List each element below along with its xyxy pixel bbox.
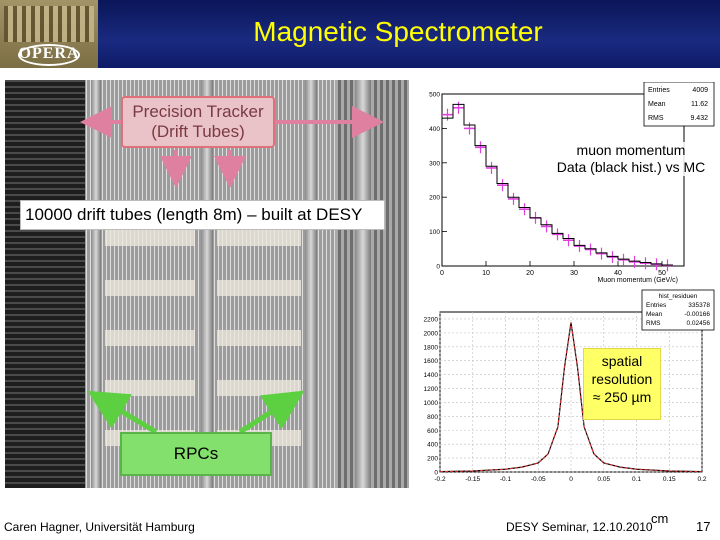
residual-xtick-label: 0.15	[663, 476, 676, 483]
momentum-rms-label: RMS	[648, 115, 664, 122]
residual-ytick-label: 1400	[424, 372, 439, 379]
residual-histogram-plot: 0 200 400 600 800 1000 1200 1400 1600 1800 2000 220…	[424, 289, 715, 483]
residual-entries-value: 335378	[688, 302, 710, 309]
residual-mean-value: -0.00166	[684, 311, 710, 318]
momentum-data-series	[441, 103, 673, 266]
residual-ytick-label: 1000	[424, 400, 439, 407]
residual-xtick-label: -0.15	[465, 476, 480, 483]
header-band: OPERA Magnetic Spectrometer	[0, 0, 720, 68]
momentum-histogram: 0 10 20 30 40 50 0 100 200 300 400 500 Entries 4009…	[420, 81, 716, 286]
residual-ytick-label: 200	[427, 456, 438, 463]
momentum-ytick-label: 0	[436, 264, 440, 271]
residual-fit-curve	[439, 322, 703, 473]
logo-ring	[18, 44, 80, 66]
residual-mean-label: Mean	[646, 311, 663, 318]
momentum-ytick-label: 200	[429, 195, 440, 202]
residual-entries-label: Entries	[646, 302, 667, 309]
footer-author: Caren Hagner, Universität Hamburg	[4, 520, 195, 534]
momentum-ytick-label: 400	[429, 126, 440, 133]
residual-xtick-label: 0.05	[597, 476, 610, 483]
tracker-label-line1: Precision Tracker	[132, 102, 264, 121]
residual-stats-box	[641, 289, 715, 331]
momentum-xtick-label: 20	[526, 270, 534, 277]
residual-ytick-label: 2000	[424, 330, 439, 337]
footer-event: DESY Seminar, 12.10.2010	[506, 520, 653, 534]
opera-logo: OPERA	[0, 0, 98, 68]
residual-xtick-label: 0.2	[697, 476, 706, 483]
momentum-xtick-label: 0	[440, 270, 444, 277]
tracker-label-line2: (Drift Tubes)	[151, 122, 245, 141]
slide-title: Magnetic Spectrometer	[253, 16, 543, 47]
momentum-entries-value: 4009	[692, 87, 708, 94]
momentum-entries-label: Entries	[648, 87, 670, 94]
residual-rms-value: 0.02456	[687, 320, 711, 327]
momentum-mean-value: 11.62	[691, 101, 708, 108]
footer-unit: cm	[651, 511, 669, 526]
momentum-xtick-label: 30	[570, 270, 578, 277]
residual-ytick-label: 1200	[424, 386, 439, 393]
residual-stats-title: hist_residuen	[659, 293, 698, 300]
residual-histogram: 0 200 400 600 800 1000 1200 1400 1600 1800 2000 220…	[418, 288, 716, 488]
drift-tubes-caption: 10000 drift tubes (length 8m) – built at…	[20, 200, 385, 230]
momentum-ytick-label: 500	[429, 92, 440, 99]
momentum-caption-line2: Data (black hist.) vs MC	[556, 159, 706, 175]
spatial-resolution-callout: spatial resolution ≈ 250 µm	[583, 348, 661, 420]
momentum-ytick-label: 100	[429, 229, 440, 236]
page-number: 17	[696, 519, 711, 534]
residual-ytick-label: 0	[434, 470, 438, 477]
residual-ytick-label: 2200	[424, 316, 439, 323]
logo-text: OPERA	[18, 45, 80, 62]
residual-xtick-label: -0.2	[434, 476, 446, 483]
spatial-caption-line2: resolution	[591, 371, 653, 387]
residual-xtick-label: -0.1	[500, 476, 512, 483]
momentum-caption: muon momentum Data (black hist.) vs MC	[515, 142, 720, 176]
rpc-label: RPCs	[120, 432, 272, 476]
precision-tracker-label: Precision Tracker (Drift Tubes)	[121, 96, 275, 148]
momentum-caption-line1: muon momentum	[576, 142, 686, 158]
residual-rms-label: RMS	[646, 320, 661, 327]
residual-xtick-label: 0	[569, 476, 573, 483]
momentum-xlabel: Muon momentum (GeV/c)	[597, 277, 678, 284]
momentum-xtick-label: 10	[482, 270, 490, 277]
residual-xtick-label: -0.05	[531, 476, 546, 483]
momentum-rms-value: 9.432	[690, 115, 708, 122]
logo-building-graphic	[4, 6, 94, 42]
momentum-mean-label: Mean	[648, 101, 666, 108]
residual-ytick-label: 800	[427, 414, 438, 421]
residual-ytick-label: 1600	[424, 358, 439, 365]
momentum-stats-box	[643, 81, 715, 127]
momentum-xtick-label: 50	[658, 270, 666, 277]
spatial-caption-line3: ≈ 250 µm	[592, 389, 652, 405]
residual-xtick-label: 0.1	[632, 476, 641, 483]
residual-ytick-label: 400	[427, 442, 438, 449]
momentum-ytick-label: 300	[429, 160, 440, 167]
residual-ytick-label: 600	[427, 428, 438, 435]
momentum-xtick-label: 40	[614, 270, 622, 277]
residual-ytick-label: 1800	[424, 344, 439, 351]
spatial-caption-line1: spatial	[601, 353, 643, 369]
